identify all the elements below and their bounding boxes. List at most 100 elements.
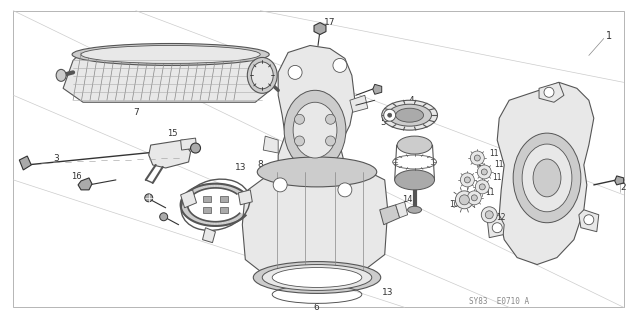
Polygon shape [19,156,31,170]
Polygon shape [191,188,198,193]
Polygon shape [207,221,211,226]
Polygon shape [191,217,198,221]
Polygon shape [225,220,230,225]
Polygon shape [204,221,209,225]
Polygon shape [487,215,504,238]
Circle shape [295,136,304,146]
Text: 17: 17 [324,18,336,27]
Polygon shape [614,176,624,185]
Polygon shape [237,214,244,218]
Polygon shape [183,195,191,198]
Circle shape [456,191,473,209]
Circle shape [338,183,352,197]
Circle shape [459,195,470,205]
Polygon shape [239,213,246,217]
Polygon shape [181,205,188,208]
Circle shape [273,178,287,192]
Circle shape [295,114,304,124]
Polygon shape [230,219,235,223]
Polygon shape [199,220,204,224]
Ellipse shape [81,45,260,63]
Polygon shape [188,191,195,195]
Polygon shape [213,222,216,226]
Polygon shape [207,184,211,188]
Polygon shape [202,228,216,243]
Text: 11: 11 [477,165,487,174]
Polygon shape [203,196,211,202]
Text: 11: 11 [486,188,495,197]
Circle shape [145,194,152,202]
Text: 13: 13 [235,164,246,172]
Polygon shape [232,218,238,222]
Polygon shape [181,202,188,204]
Polygon shape [213,184,216,188]
Polygon shape [188,215,195,219]
Polygon shape [181,204,188,206]
Polygon shape [263,136,278,153]
Polygon shape [234,217,240,221]
Polygon shape [199,185,204,190]
Polygon shape [184,194,192,197]
Polygon shape [218,184,222,188]
Polygon shape [227,186,233,190]
Ellipse shape [251,62,273,89]
Circle shape [325,136,336,146]
Ellipse shape [397,136,432,154]
Polygon shape [314,23,326,35]
Polygon shape [221,184,225,188]
Circle shape [477,165,491,179]
Ellipse shape [56,69,66,81]
Polygon shape [203,207,211,213]
Ellipse shape [388,104,431,126]
Text: 7: 7 [133,108,138,117]
Polygon shape [232,188,238,192]
Polygon shape [149,140,191,168]
Polygon shape [181,207,188,209]
Ellipse shape [262,265,372,291]
Text: 11: 11 [493,173,502,182]
Circle shape [288,65,302,79]
Polygon shape [186,214,193,218]
Polygon shape [230,187,235,191]
Polygon shape [579,210,599,232]
Polygon shape [396,202,408,218]
Ellipse shape [395,170,434,190]
Polygon shape [223,221,228,225]
Circle shape [470,151,484,165]
Text: 13: 13 [382,288,394,297]
Polygon shape [182,197,189,200]
Circle shape [584,215,594,225]
Ellipse shape [272,268,362,287]
Polygon shape [350,95,367,112]
Polygon shape [194,218,200,222]
Text: 15: 15 [167,129,178,138]
Circle shape [544,87,554,97]
Ellipse shape [513,133,581,223]
Circle shape [464,177,470,183]
Circle shape [325,114,336,124]
Ellipse shape [253,261,381,293]
Polygon shape [216,184,219,188]
Polygon shape [181,190,197,208]
Ellipse shape [257,157,377,187]
Text: 6: 6 [313,303,319,312]
Circle shape [481,169,487,175]
Text: 12: 12 [496,213,506,222]
Ellipse shape [293,102,337,158]
Circle shape [475,180,489,194]
Circle shape [191,143,200,153]
Circle shape [468,191,481,205]
Polygon shape [78,178,92,190]
Text: 8: 8 [257,160,263,170]
Ellipse shape [248,58,277,93]
Polygon shape [223,184,228,189]
Polygon shape [181,199,189,201]
Polygon shape [234,188,240,193]
Text: 3: 3 [53,154,59,163]
Polygon shape [197,219,202,223]
Text: 9: 9 [352,200,358,209]
Ellipse shape [522,144,572,212]
Polygon shape [221,221,225,226]
Ellipse shape [408,206,422,213]
Polygon shape [202,185,207,189]
